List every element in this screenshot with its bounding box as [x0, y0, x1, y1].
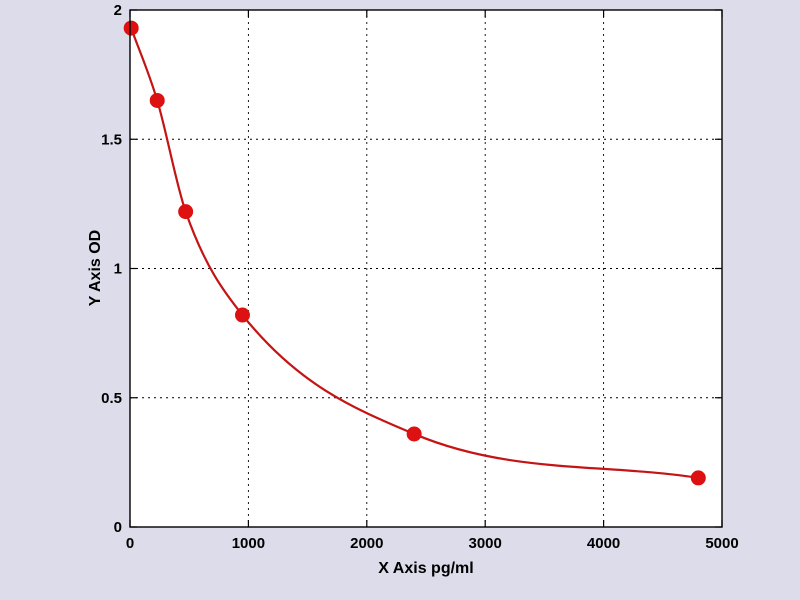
y-tick-label: 2 [114, 2, 122, 19]
x-tick-label: 0 [126, 535, 134, 552]
y-tick-label: 1.5 [101, 131, 122, 148]
y-tick-label: 1 [114, 261, 122, 278]
x-tick-label: 2000 [350, 535, 383, 552]
y-axis-label: Y Axis OD [87, 229, 104, 307]
y-tick-label: 0.5 [101, 390, 122, 407]
x-axis-label: X Axis pg/ml [378, 560, 474, 577]
data-point [406, 426, 422, 442]
data-point [123, 20, 139, 36]
x-tick-label: 1000 [232, 535, 265, 552]
x-tick-label: 3000 [469, 535, 502, 552]
data-point [178, 204, 194, 220]
x-tick-label: 4000 [587, 535, 620, 552]
data-point [234, 307, 250, 323]
axis-box [129, 9, 723, 528]
x-tick-label: 5000 [705, 535, 738, 552]
y-tick-label: 0 [114, 519, 122, 536]
data-point [149, 92, 165, 108]
data-point [690, 470, 706, 486]
